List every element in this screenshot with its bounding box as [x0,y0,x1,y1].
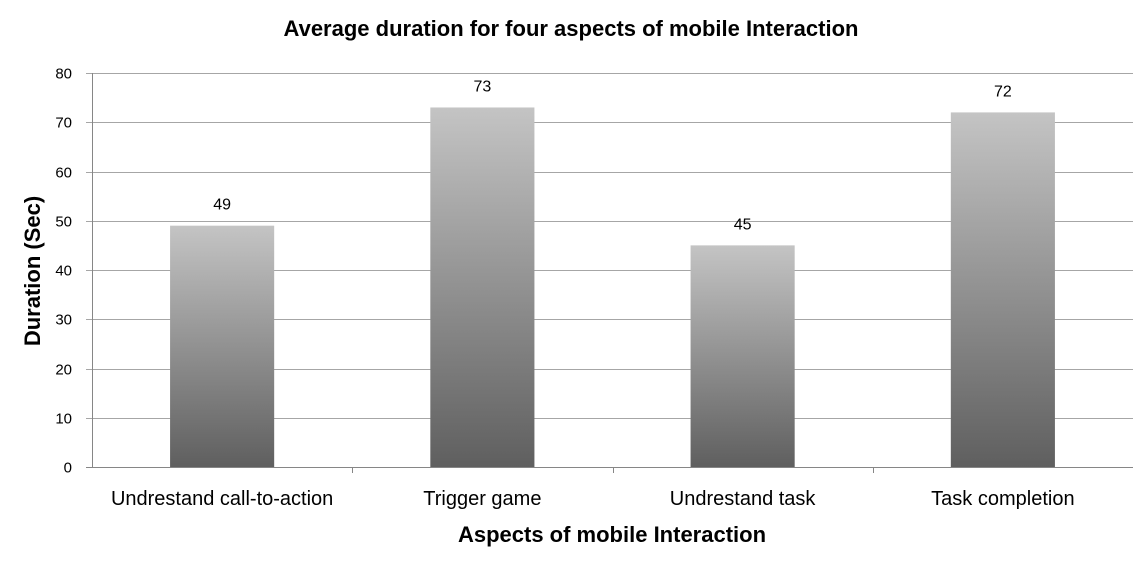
y-tick-label: 70 [55,115,72,132]
x-tick-label: Task completion [931,488,1074,510]
bar [430,107,535,467]
data-label: 45 [734,216,752,233]
y-tick-label: 60 [55,165,72,182]
y-axis-ticks: 0 10 20 30 40 50 60 70 80 [55,66,72,477]
chart-title: Average duration for four aspects of mob… [284,16,859,41]
y-tick-label: 10 [55,411,72,428]
x-axis-title: Aspects of mobile Interaction [458,522,766,547]
y-tick-label: 0 [64,460,72,477]
data-label: 49 [213,197,231,214]
y-axis-title: Duration (Sec) [20,196,45,346]
y-tick-label: 80 [55,66,72,83]
bar [690,245,795,467]
y-tick-label: 20 [55,362,72,379]
y-tick-label: 30 [55,312,72,329]
data-label: 72 [994,83,1012,100]
data-label: 73 [473,78,491,95]
bars [170,107,1055,468]
y-tick-label: 40 [55,263,72,280]
x-axis-ticks: Undrestand call-to-action Trigger game Und… [111,488,1075,510]
y-tick-label: 50 [55,214,72,231]
x-tick-label: Undrestand task [670,488,817,510]
bar [950,112,1055,468]
x-tick-label: Trigger game [423,488,541,510]
data-labels: 49 73 45 72 [213,78,1012,233]
bar [170,225,275,467]
x-tick-label: Undrestand call-to-action [111,488,333,510]
